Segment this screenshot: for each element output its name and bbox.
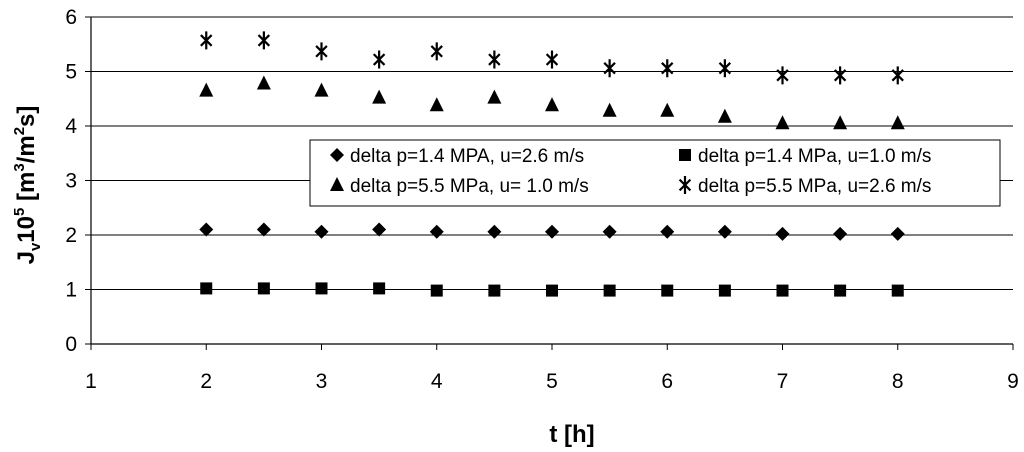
legend-marker-series-2: [679, 149, 691, 161]
data-point-series-2: [315, 282, 328, 295]
data-point-series-2: [603, 284, 616, 297]
x-tick-label: 6: [661, 370, 673, 393]
y-tick-label: 3: [65, 170, 77, 193]
data-point-series-3: [199, 82, 214, 97]
data-point-series-2: [718, 284, 731, 297]
x-tick-label: 1: [85, 370, 97, 393]
data-point-series-4: [776, 66, 789, 85]
legend: delta p=1.4 MPA, u=2.6 m/s delta p=1.4 M…: [309, 139, 1001, 207]
data-point-series-4: [257, 31, 271, 50]
data-point-series-1: [717, 224, 732, 239]
y-tick-label: 0: [65, 333, 77, 356]
data-point-series-1: [487, 224, 502, 239]
legend-markers: [330, 148, 692, 194]
data-point-series-1: [314, 224, 329, 239]
legend-label-series-2: delta p=1.4 MPa, u=1.0 m/s: [698, 146, 931, 167]
data-point-series-2: [661, 284, 674, 297]
data-point-series-2: [834, 284, 847, 297]
data-point-series-2: [488, 284, 501, 297]
legend-marker-series-4: [678, 176, 692, 194]
data-point-series-4: [430, 42, 443, 61]
data-points: [199, 31, 905, 297]
data-point-series-3: [314, 82, 329, 97]
legend-box: [309, 139, 1001, 207]
data-point-series-4: [488, 50, 501, 69]
data-point-series-3: [487, 89, 502, 104]
legend-label-series-4: delta p=5.5 MPa, u=2.6 m/s: [698, 176, 931, 197]
data-point-series-4: [833, 66, 847, 85]
data-point-series-2: [776, 284, 789, 297]
data-point-series-1: [372, 222, 387, 237]
data-point-series-3: [429, 97, 444, 112]
data-point-series-3: [833, 115, 848, 130]
x-tick-label: 7: [777, 370, 789, 393]
y-tick-label: 6: [65, 6, 77, 29]
data-point-series-4: [200, 31, 213, 50]
data-point-series-1: [256, 222, 271, 237]
data-point-series-2: [891, 284, 904, 297]
axes: [85, 16, 1014, 350]
data-point-series-4: [891, 66, 904, 85]
data-point-series-3: [256, 75, 271, 90]
data-point-series-2: [257, 282, 270, 295]
legend-marker-series-1: [330, 148, 344, 162]
legend-label-series-3: delta p=5.5 MPa, u= 1.0 m/s: [350, 176, 589, 197]
data-point-series-4: [315, 42, 328, 61]
data-point-series-3: [372, 89, 387, 104]
x-axis-title: t [h]: [549, 421, 594, 448]
data-point-series-1: [660, 224, 675, 239]
data-point-series-3: [717, 108, 732, 123]
y-tick-labels: 0 1 2 3 4 5 6: [65, 6, 77, 356]
data-point-series-4: [661, 59, 674, 78]
data-point-series-3: [660, 102, 675, 117]
y-axis-title: Jv105 [m3/m2s]: [11, 106, 44, 265]
x-tick-label: 5: [546, 370, 558, 393]
data-point-series-4: [372, 50, 386, 69]
legend-label-series-1: delta p=1.4 MPA, u=2.6 m/s: [350, 146, 584, 167]
data-point-series-1: [775, 226, 790, 241]
data-point-series-4: [545, 50, 559, 69]
x-tick-label: 4: [431, 370, 443, 393]
data-point-series-1: [890, 226, 905, 241]
data-point-series-1: [199, 222, 214, 237]
data-point-series-1: [545, 224, 559, 239]
y-tick-label: 4: [65, 115, 77, 138]
y-tick-label: 5: [65, 61, 77, 84]
data-point-series-4: [718, 59, 732, 78]
x-tick-label: 2: [200, 370, 212, 393]
data-point-series-3: [775, 115, 790, 130]
data-point-series-2: [430, 284, 443, 297]
x-tick-labels: 1 2 3 4 5 6 7 8 9: [85, 370, 1019, 393]
data-point-series-1: [833, 226, 848, 241]
x-tick-label: 9: [1007, 370, 1019, 393]
y-tick-label: 1: [65, 279, 77, 302]
x-tick-label: 3: [316, 370, 328, 393]
data-point-series-2: [373, 282, 386, 295]
data-point-series-3: [545, 97, 559, 112]
legend-marker-series-3: [330, 177, 344, 191]
data-point-series-1: [602, 224, 617, 239]
data-point-series-2: [546, 284, 558, 297]
data-point-series-2: [200, 282, 213, 295]
data-point-series-3: [602, 102, 617, 117]
x-tick-label: 8: [892, 370, 904, 393]
data-point-series-4: [603, 59, 616, 78]
y-tick-label: 2: [65, 224, 77, 247]
data-point-series-3: [890, 115, 905, 130]
data-point-series-1: [429, 224, 444, 239]
